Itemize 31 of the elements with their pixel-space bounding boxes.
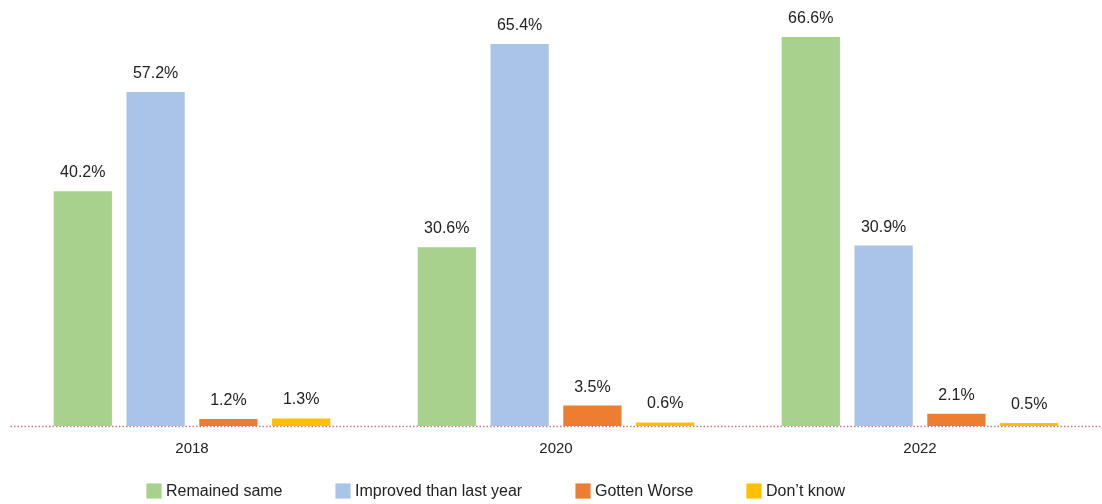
bar xyxy=(781,37,840,426)
bar xyxy=(636,422,695,426)
legend-label: Gotten Worse xyxy=(595,482,694,499)
data-label: 0.5% xyxy=(1010,395,1048,413)
data-label: 40.2% xyxy=(60,163,106,181)
data-label: 57.2% xyxy=(132,63,179,81)
bar xyxy=(927,413,986,426)
legend-label: Improved than last year xyxy=(355,482,523,499)
x-tick-label: 2022 xyxy=(903,438,937,456)
bar xyxy=(199,418,258,426)
legend-label: Remained same xyxy=(166,482,283,499)
data-label: 1.3% xyxy=(282,390,320,408)
data-label: 0.6% xyxy=(646,394,684,412)
x-tick-label: 2020 xyxy=(539,438,573,456)
data-label: 2.1% xyxy=(938,385,975,403)
bar xyxy=(490,44,549,426)
data-label: 30.6% xyxy=(424,219,470,237)
bar xyxy=(272,418,331,426)
bar xyxy=(53,191,112,426)
data-label: 65.4% xyxy=(496,16,543,34)
data-label: 1.2% xyxy=(210,390,247,408)
bar xyxy=(126,91,185,426)
bar xyxy=(854,245,913,426)
data-label: 3.5% xyxy=(574,377,611,395)
bar xyxy=(1000,423,1059,426)
x-tick-label: 2018 xyxy=(175,438,209,456)
bar xyxy=(417,247,476,426)
bar xyxy=(563,405,622,426)
data-label: 30.9% xyxy=(860,217,907,235)
data-label: 66.6% xyxy=(788,9,834,26)
legend-label: Don’t know xyxy=(766,482,846,499)
